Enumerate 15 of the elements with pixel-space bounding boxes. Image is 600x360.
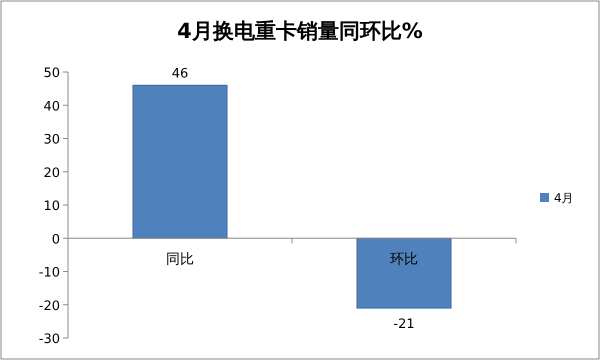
- y-tick-label: -20: [38, 298, 60, 314]
- x-tick-label: 同比: [166, 251, 194, 268]
- y-tick-label: 20: [43, 166, 60, 181]
- y-tick-label: 40: [43, 99, 60, 114]
- x-tick-label: 环比: [390, 251, 418, 268]
- legend-label: 4月: [554, 191, 574, 205]
- y-tick-label: 0: [52, 232, 60, 248]
- y-tick-label: -10: [38, 266, 60, 280]
- y-tick-label: 30: [43, 132, 60, 148]
- y-tick-label: -30: [38, 332, 60, 347]
- data-label: 46: [172, 66, 188, 82]
- y-tick-label: 10: [43, 199, 60, 214]
- chart-title: 4月换电重卡销量同环比%: [177, 19, 423, 43]
- data-label: -21: [393, 317, 415, 332]
- y-tick-label: 50: [43, 66, 60, 81]
